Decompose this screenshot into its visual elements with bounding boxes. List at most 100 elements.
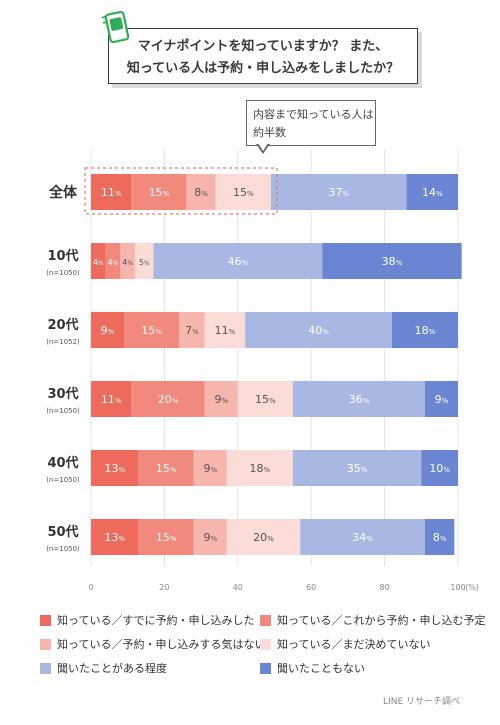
- data-label: 9%: [435, 393, 449, 406]
- data-label: 15%: [233, 186, 254, 199]
- data-label: 46%: [227, 255, 248, 268]
- category-label: 50代: [47, 524, 78, 540]
- category-labels: 全体 10代 (n=1050) 20代 (n=1052) 30代 (n=1050) 40代 (n…: [46, 184, 80, 553]
- legend-label-0: 知っている／すでに予約・申し込みした: [57, 614, 255, 627]
- bar-segment: [153, 243, 323, 279]
- x-tick-label: 60: [306, 583, 316, 592]
- legend-swatch-2: [40, 638, 51, 650]
- data-label: 15%: [255, 393, 276, 406]
- bar-segment: [131, 381, 205, 417]
- data-label: 11%: [101, 393, 122, 406]
- bar-segment: [120, 243, 136, 279]
- data-label: 4%: [108, 258, 119, 267]
- category-note: (n=1050): [46, 407, 80, 415]
- bar-segment: [91, 450, 139, 486]
- x-tick-label: 20: [159, 583, 169, 592]
- category-note: (n=1050): [46, 269, 80, 277]
- bar-segment: [424, 381, 458, 417]
- bar-segment: [138, 450, 194, 486]
- data-label: 8%: [194, 186, 208, 199]
- data-label: 9%: [101, 324, 115, 337]
- bar-segment: [186, 174, 216, 210]
- category-note: (n=1050): [46, 545, 80, 553]
- callout-line-2: 約半数: [253, 126, 286, 139]
- x-tick-label: 80: [380, 583, 390, 592]
- data-label: 37%: [328, 186, 349, 199]
- legend-swatch-3: [260, 638, 271, 650]
- chart-title-line-1: マイナポイントを知っていますか？ また、: [137, 39, 389, 54]
- data-label: 20%: [158, 393, 179, 406]
- bar-segment: [322, 243, 462, 279]
- data-label: 9%: [203, 462, 217, 475]
- category-label: 20代: [47, 317, 78, 333]
- x-tick-label: 100: [450, 583, 465, 592]
- x-unit-label: (%): [465, 583, 479, 592]
- bar-segment: [193, 450, 227, 486]
- bar-segment: [91, 174, 132, 210]
- data-label: 18%: [249, 462, 270, 475]
- bar-segment: [91, 519, 139, 555]
- bar-segment: [391, 312, 458, 348]
- legend-item-3: 知っている／まだ決めていない: [260, 636, 430, 652]
- data-label: 14%: [422, 186, 443, 199]
- data-label: 4%: [122, 258, 133, 267]
- data-label: 35%: [347, 462, 368, 475]
- bar-segment: [300, 519, 425, 555]
- legend-item-2: 知っている／予約・申し込みする気はない: [40, 636, 265, 652]
- legend-swatch-0: [40, 614, 51, 626]
- data-label: 5%: [139, 258, 150, 267]
- chart-title-line-2: 知っている人は予約・申し込みをしましたか？: [126, 61, 400, 76]
- legend-swatch-1: [260, 614, 271, 626]
- legend-label-5: 聞いたこともない: [277, 662, 365, 675]
- data-label: 9%: [203, 531, 217, 544]
- data-label: 13%: [105, 531, 126, 544]
- category-label: 30代: [47, 386, 78, 402]
- data-label: 11%: [101, 186, 122, 199]
- highlight-dashed-box: [84, 167, 278, 215]
- legend-item-1: 知っている／これから予約・申し込む予定: [260, 612, 485, 628]
- bar-segment: [193, 519, 227, 555]
- data-label: 4%: [93, 258, 104, 267]
- bar-segment: [124, 312, 180, 348]
- bar-segment: [138, 519, 194, 555]
- category-label: 10代: [47, 248, 78, 264]
- category-note: (n=1050): [46, 476, 80, 484]
- x-tick-label: 0: [88, 583, 93, 592]
- legend-item-4: 聞いたことがある程度: [40, 660, 167, 676]
- bar-segment: [215, 174, 271, 210]
- callout-line-1: 内容まで知っている人は: [253, 108, 374, 121]
- bar-segment: [292, 450, 422, 486]
- data-label: 15%: [156, 462, 177, 475]
- bar-segment: [245, 312, 392, 348]
- category-note: (n=1052): [46, 338, 80, 346]
- bar-segment: [131, 174, 187, 210]
- legend-item-5: 聞いたこともない: [260, 660, 365, 676]
- bar-segment: [91, 243, 106, 279]
- data-label: 36%: [349, 393, 370, 406]
- data-label: 7%: [185, 324, 199, 337]
- legend-label-3: 知っている／まだ決めていない: [277, 638, 431, 651]
- x-tick-label: 40: [233, 583, 243, 592]
- bar-segment: [204, 312, 246, 348]
- category-label: 40代: [47, 455, 78, 471]
- data-label: 20%: [253, 531, 274, 544]
- bar-segment: [91, 381, 132, 417]
- data-label: 8%: [433, 531, 447, 544]
- bar-segment: [270, 174, 407, 210]
- title-box: マイナポイントを知っていますか？ また、 知っている人は予約・申し込みをしました…: [108, 28, 418, 84]
- callout-box: 内容まで知っている人は 約半数: [246, 100, 376, 146]
- data-label: 9%: [214, 393, 228, 406]
- legend-label-4: 聞いたことがある程度: [57, 662, 167, 675]
- data-label: 18%: [415, 324, 436, 337]
- bar-segment: [226, 450, 293, 486]
- data-label: 15%: [149, 186, 170, 199]
- bar-segment: [204, 381, 238, 417]
- callout-tail-inner: [257, 143, 268, 151]
- grid-lines: [90, 150, 459, 566]
- bar-segment: [91, 312, 125, 348]
- bar-segment: [421, 450, 458, 486]
- legend-swatch-5: [260, 662, 271, 674]
- data-label: 15%: [156, 531, 177, 544]
- bar-segment: [226, 519, 301, 555]
- data-label: 11%: [215, 324, 236, 337]
